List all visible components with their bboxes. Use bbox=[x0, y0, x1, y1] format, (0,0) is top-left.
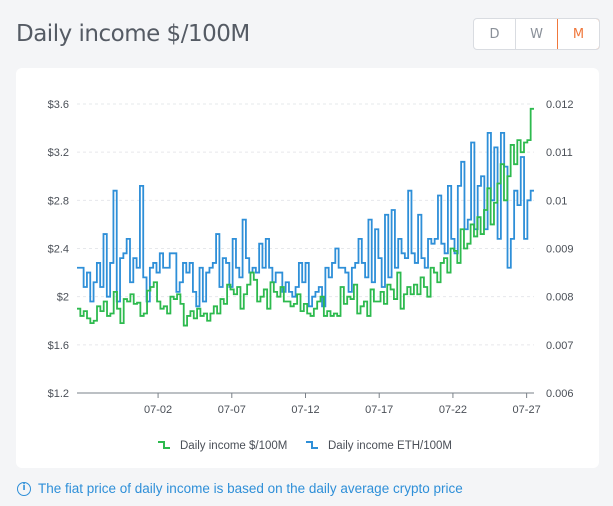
price-note: i The fiat price of daily income is base… bbox=[17, 481, 463, 496]
legend-item-usd: Daily income $/100M bbox=[158, 440, 287, 452]
chart-card: $1.2 $1.6 $2 $2.4 $2.8 $3.2 $3.6 0.006 0.007 0.00… bbox=[16, 68, 599, 468]
y-right-tick-label: 0.007 bbox=[546, 340, 574, 352]
x-tick-label: 07-27 bbox=[513, 404, 541, 416]
page-title: Daily income $/100M bbox=[16, 21, 250, 47]
y-right-tick-label: 0.011 bbox=[546, 147, 573, 159]
y-left-tick-label: $2.4 bbox=[48, 244, 69, 256]
range-selector: D W M bbox=[473, 18, 600, 50]
series-line-eth bbox=[77, 132, 534, 308]
y-right-tick-label: 0.009 bbox=[546, 244, 574, 256]
range-day-button[interactable]: D bbox=[489, 26, 500, 42]
legend-swatch bbox=[306, 441, 318, 449]
y-right-tick-label: 0.01 bbox=[546, 195, 567, 207]
x-tick-label: 07-02 bbox=[144, 404, 172, 416]
x-tick-label: 07-12 bbox=[291, 404, 319, 416]
y-left-tick-label: $1.6 bbox=[48, 340, 69, 352]
price-note-text: The fiat price of daily income is based … bbox=[38, 481, 463, 496]
legend-label: Daily income $/100M bbox=[180, 440, 287, 452]
y-right-tick-label: 0.006 bbox=[546, 388, 574, 400]
series-line-usd bbox=[77, 107, 534, 327]
legend-item-eth: Daily income ETH/100M bbox=[306, 440, 452, 452]
y-left-tick-label: $3.2 bbox=[48, 147, 69, 159]
legend-label: Daily income ETH/100M bbox=[328, 440, 452, 452]
y-left-tick-label: $2 bbox=[57, 292, 69, 304]
x-tick-label: 07-17 bbox=[365, 404, 393, 416]
x-tick-label: 07-07 bbox=[218, 404, 246, 416]
y-right-tick-label: 0.012 bbox=[546, 99, 574, 111]
y-left-tick-label: $1.2 bbox=[48, 388, 69, 400]
income-chart: $1.2 $1.6 $2 $2.4 $2.8 $3.2 $3.6 0.006 0.007 0.00… bbox=[48, 99, 574, 452]
legend-swatch bbox=[158, 441, 170, 449]
y-left-tick-label: $2.8 bbox=[48, 195, 69, 207]
y-left-tick-label: $3.6 bbox=[48, 99, 69, 111]
info-icon: i bbox=[17, 481, 31, 496]
range-week-button[interactable]: W bbox=[515, 19, 557, 49]
y-right-tick-label: 0.008 bbox=[546, 292, 574, 304]
x-tick-label: 07-22 bbox=[439, 404, 467, 416]
range-month-button[interactable]: M bbox=[557, 19, 599, 49]
